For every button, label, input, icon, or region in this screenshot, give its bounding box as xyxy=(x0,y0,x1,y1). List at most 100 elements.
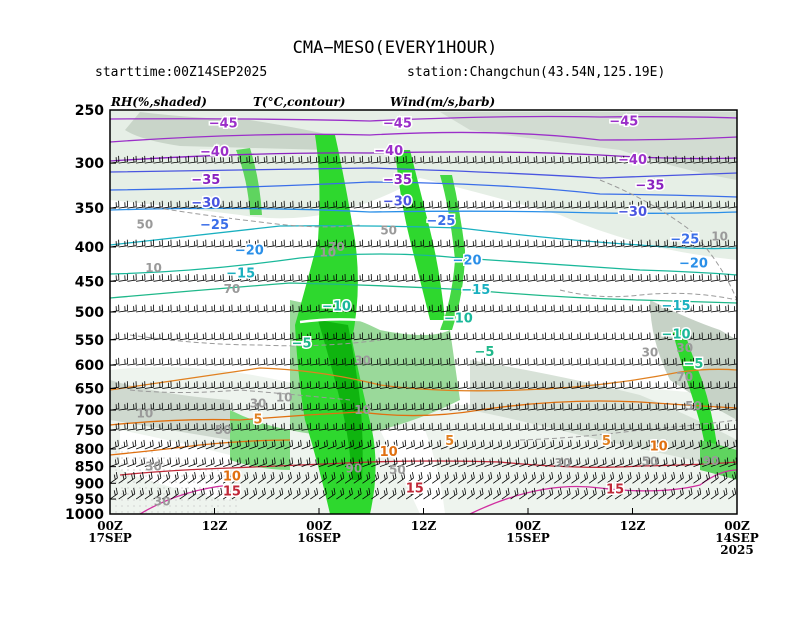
wind-barb xyxy=(606,439,616,450)
wind-barb xyxy=(327,422,337,431)
rh-label: 50 xyxy=(215,423,232,437)
wind-barb xyxy=(310,457,320,467)
wind-barb xyxy=(379,332,390,341)
wind-barb xyxy=(702,402,712,411)
wind-barb xyxy=(588,200,599,209)
wind-barb xyxy=(162,381,172,389)
wind-barb xyxy=(675,357,686,366)
wind-barb xyxy=(458,239,468,248)
wind-barb xyxy=(179,472,188,484)
wind-barb xyxy=(179,422,189,431)
wind-barb xyxy=(440,439,450,450)
wind-barb xyxy=(327,200,337,209)
wind-barb xyxy=(710,381,721,389)
wind-barb xyxy=(684,239,695,248)
wind-barb xyxy=(658,422,668,431)
wind-barb xyxy=(640,487,649,500)
wind-barb xyxy=(179,487,188,500)
wind-barb xyxy=(179,155,189,164)
wind-barb xyxy=(223,155,233,164)
wind-barb xyxy=(197,155,207,164)
wind-barb xyxy=(353,422,364,431)
wind-barb xyxy=(693,200,703,209)
wind-barb xyxy=(641,402,651,411)
temperature-label: 15 xyxy=(406,481,424,496)
wind-barb xyxy=(484,332,494,341)
wind-barb xyxy=(388,332,398,341)
wind-barb xyxy=(371,273,381,282)
wind-barb xyxy=(597,155,607,164)
temperature-label: 15 xyxy=(606,483,624,498)
wind-barb xyxy=(196,439,206,450)
wind-barb xyxy=(597,402,607,411)
wind-barb xyxy=(170,422,181,431)
wind-barb xyxy=(484,155,494,164)
wind-barb xyxy=(362,273,372,282)
wind-barb xyxy=(275,472,284,484)
wind-barb xyxy=(292,439,302,450)
wind-barb xyxy=(379,381,390,389)
wind-barb xyxy=(362,457,372,467)
wind-barb xyxy=(170,472,179,484)
wind-barb xyxy=(649,155,660,164)
wind-barb xyxy=(493,273,503,282)
wind-barb xyxy=(702,422,712,431)
wind-barb xyxy=(223,457,233,467)
wind-barb xyxy=(257,273,268,282)
wind-barb xyxy=(284,402,294,411)
wind-barb xyxy=(458,200,468,209)
temperature-label: −25 xyxy=(200,218,229,233)
wind-barb xyxy=(458,472,467,484)
wind-barb xyxy=(162,472,170,484)
wind-barb xyxy=(136,155,146,164)
wind-barb xyxy=(597,422,607,431)
wind-barb xyxy=(736,207,737,209)
wind-barb xyxy=(362,381,372,389)
wind-barb xyxy=(510,381,520,389)
wind-barb xyxy=(388,155,398,164)
wind-barb xyxy=(249,439,259,450)
wind-barb xyxy=(362,487,371,500)
wind-barb xyxy=(310,304,320,313)
wind-barb xyxy=(484,472,493,484)
wind-barb xyxy=(310,357,320,366)
wind-barb xyxy=(545,357,555,366)
wind-barb xyxy=(275,422,285,431)
wind-barb xyxy=(310,402,320,411)
wind-barb xyxy=(623,200,634,209)
wind-barb xyxy=(493,422,503,431)
wind-barb xyxy=(536,155,546,164)
wind-barb xyxy=(371,457,381,467)
wind-barb xyxy=(466,422,477,431)
wind-barb xyxy=(275,200,285,209)
wind-barb xyxy=(179,304,189,313)
wind-barb xyxy=(606,487,615,500)
wind-barb xyxy=(719,304,729,313)
wind-barb xyxy=(597,304,607,313)
contour-m15 xyxy=(110,225,737,250)
wind-barb xyxy=(736,409,737,411)
wind-barb xyxy=(205,239,216,248)
contour-m10 xyxy=(110,253,737,276)
wind-barb xyxy=(623,457,633,467)
wind-barb xyxy=(588,304,599,313)
wind-barb xyxy=(641,422,651,431)
wind-barb xyxy=(266,472,275,484)
wind-barb xyxy=(214,304,224,313)
wind-barb xyxy=(519,155,529,164)
wind-barb xyxy=(379,200,390,209)
wind-barb xyxy=(345,332,355,341)
wind-barb xyxy=(571,422,581,431)
wind-barb xyxy=(353,155,364,164)
wind-barb xyxy=(501,332,512,341)
wind-barb xyxy=(197,273,207,282)
wind-barb xyxy=(580,155,590,164)
wind-barb xyxy=(440,155,451,164)
temperature-label: −35 xyxy=(635,179,664,194)
temperature-label: −35 xyxy=(383,173,412,188)
wind-barb xyxy=(641,155,651,164)
wind-barb xyxy=(153,332,163,341)
wind-barb xyxy=(292,273,303,282)
wind-barb xyxy=(658,381,668,389)
wind-barb xyxy=(710,332,721,341)
